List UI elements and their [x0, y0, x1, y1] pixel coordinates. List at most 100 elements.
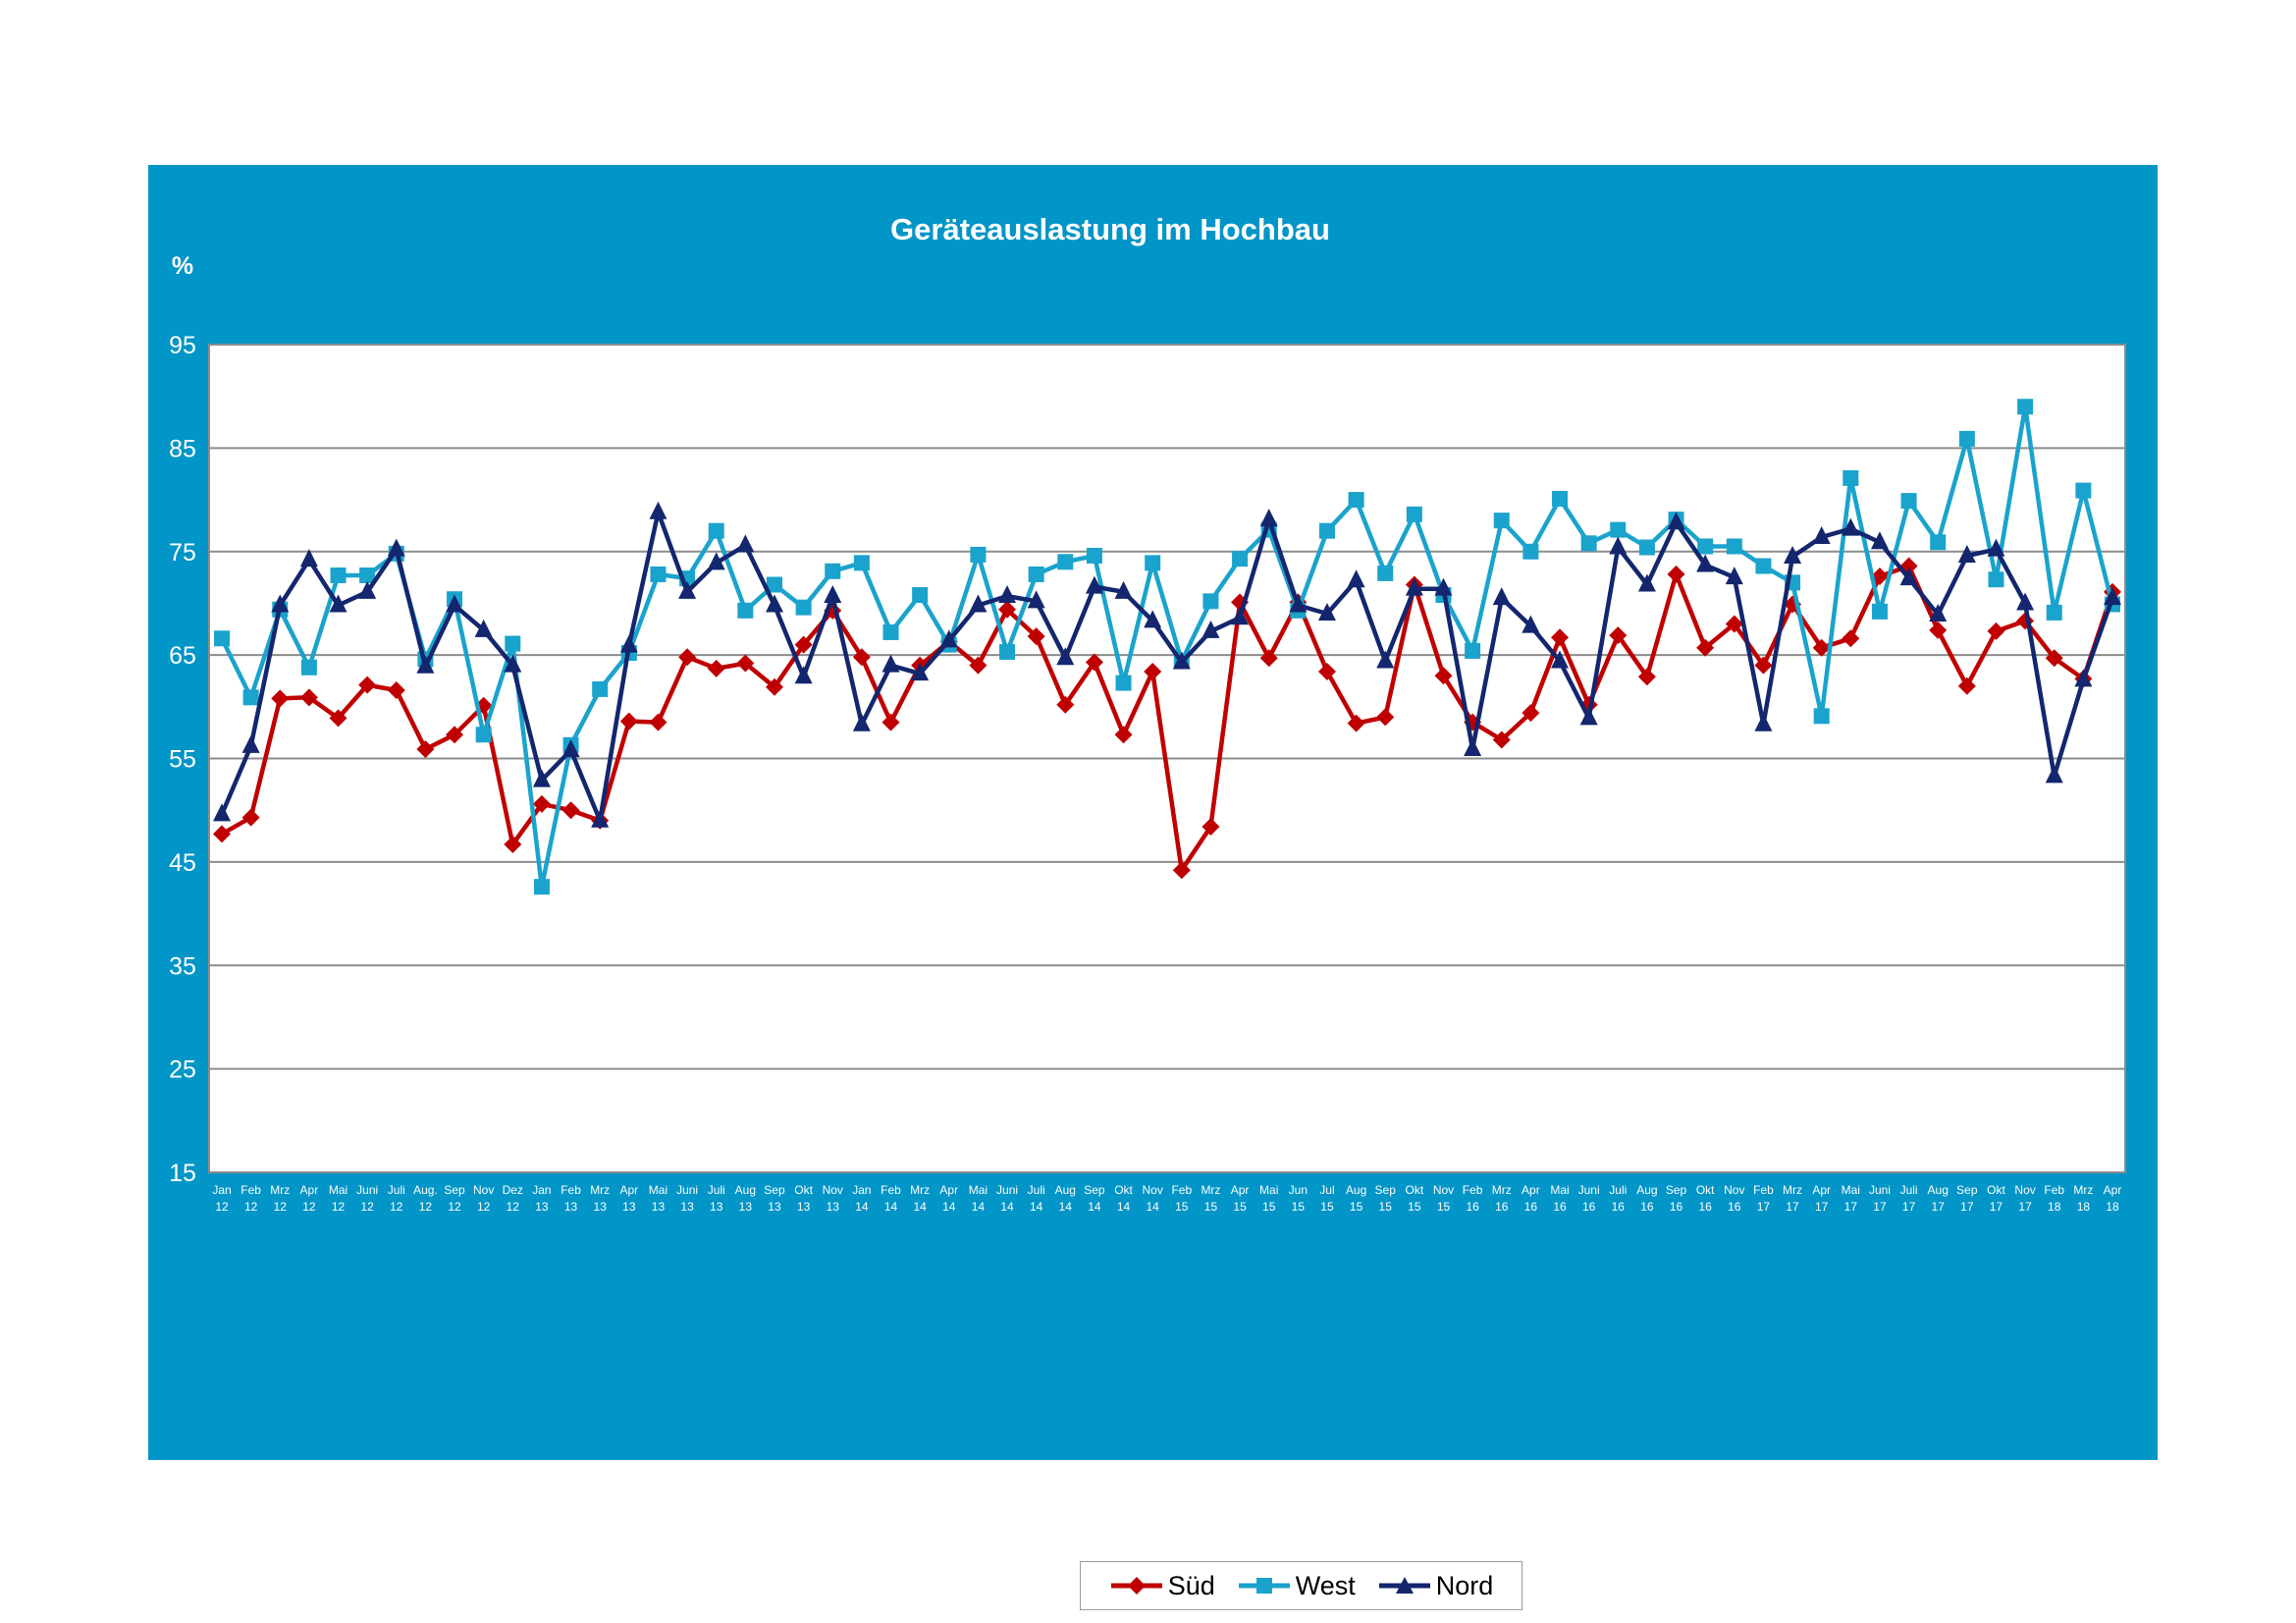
gridlines: [209, 447, 2125, 1070]
x-tick-label-month: Apr: [1231, 1183, 1250, 1197]
data-point: [619, 634, 638, 653]
legend-label-sued: Süd: [1167, 1570, 1215, 1600]
data-point: [1958, 430, 1975, 447]
data-point: [213, 825, 231, 843]
x-tick-label-month: Mai: [1550, 1183, 1569, 1197]
data-point: [1697, 538, 1714, 555]
data-point: [1317, 662, 1336, 680]
data-point: [1929, 621, 1948, 639]
x-tick-label-month: Okt: [1114, 1183, 1133, 1197]
data-point: [1493, 513, 1510, 529]
data-point: [912, 587, 929, 604]
x-tick-label-year: 14: [1059, 1200, 1073, 1214]
x-tick-label-year: 15: [1350, 1200, 1363, 1214]
data-point: [1551, 650, 1570, 669]
data-point: [358, 676, 377, 694]
data-point: [532, 794, 551, 813]
x-tick-label-year: 15: [1233, 1200, 1247, 1214]
x-tick-label-month: Jul: [1319, 1183, 1334, 1197]
data-point: [1085, 575, 1103, 594]
data-point: [300, 659, 317, 676]
data-point: [1405, 577, 1423, 596]
data-point: [1637, 573, 1656, 592]
data-point: [1870, 531, 1889, 550]
data-point: [561, 801, 580, 820]
x-tick-label-year: 12: [244, 1200, 258, 1214]
data-point: [1465, 642, 1481, 659]
data-point: [1610, 521, 1627, 538]
data-point: [1579, 707, 1598, 726]
data-point: [1522, 704, 1540, 723]
data-point: [1987, 622, 2005, 640]
data-point: [1900, 493, 1917, 510]
data-point: [1144, 610, 1162, 628]
x-tick-label-month: Apr: [1522, 1183, 1540, 1197]
x-tick-label-month: Feb: [881, 1183, 901, 1197]
x-tick-label-month: Mrz: [2073, 1183, 2093, 1197]
data-point: [504, 835, 522, 853]
data-point: [1667, 565, 1685, 583]
x-tick-label-year: 12: [360, 1200, 374, 1214]
data-point: [1638, 539, 1655, 556]
data-point: [416, 740, 435, 759]
data-point: [533, 879, 550, 895]
data-point: [824, 585, 842, 604]
y-tick-label: 85: [169, 435, 196, 462]
data-point: [736, 534, 755, 553]
data-point: [1232, 551, 1249, 568]
x-tick-label-month: Mai: [329, 1183, 347, 1197]
data-point: [1114, 580, 1133, 599]
x-tick-label-month: Apr: [1812, 1183, 1831, 1197]
x-tick-label-month: Okt: [794, 1183, 813, 1197]
x-tick-label-year: 17: [1815, 1200, 1829, 1214]
x-tick-label-year: 17: [2018, 1200, 2032, 1214]
data-point: [1027, 627, 1045, 646]
data-point: [1376, 708, 1395, 727]
data-point: [561, 739, 580, 758]
data-point: [1259, 649, 1278, 668]
data-point: [1348, 492, 1364, 509]
x-tick-label-month: Mai: [969, 1183, 988, 1197]
x-tick-label-month: Aug: [1928, 1183, 1949, 1197]
data-point: [708, 522, 724, 539]
x-tick-label-year: 16: [1553, 1200, 1567, 1214]
x-tick-label-month: Feb: [2044, 1183, 2064, 1197]
data-point: [794, 635, 813, 654]
data-point: [1144, 662, 1162, 680]
data-point: [241, 734, 260, 753]
x-tick-label-year: 16: [1495, 1200, 1509, 1214]
data-point: [911, 663, 930, 681]
data-point: [213, 803, 231, 822]
x-tick-label-year: 13: [827, 1200, 840, 1214]
legend-label-west: West: [1295, 1570, 1356, 1600]
x-tick-label-month: Nov: [1724, 1183, 1744, 1197]
x-tick-label-month: Aug: [1346, 1183, 1366, 1197]
data-point: [1929, 604, 1948, 622]
data-point: [678, 580, 697, 599]
data-point: [649, 501, 667, 519]
x-tick-label-month: Mrz: [1201, 1183, 1220, 1197]
x-tick-label-year: 14: [942, 1200, 956, 1214]
x-tick-label-year: 13: [768, 1200, 781, 1214]
x-tick-label-year: 12: [302, 1200, 316, 1214]
x-tick-label-year: 16: [1698, 1200, 1712, 1214]
data-point: [299, 549, 318, 568]
x-tick-label-year: 12: [332, 1200, 346, 1214]
data-point: [1987, 538, 2005, 557]
y-tick-label: 55: [169, 746, 196, 774]
x-tick-label-month: Apr: [300, 1183, 319, 1197]
data-point: [970, 546, 987, 563]
data-point: [2075, 482, 2092, 499]
data-point: [1289, 594, 1308, 613]
data-point: [271, 594, 290, 613]
x-tick-label-year: 17: [1990, 1200, 2003, 1214]
data-point: [1145, 555, 1161, 571]
data-point: [1842, 629, 1860, 648]
data-point: [1957, 676, 1976, 695]
x-tick-label-year: 13: [564, 1200, 578, 1214]
data-point: [1172, 651, 1191, 670]
data-point: [446, 726, 464, 744]
x-tick-label-year: 15: [1437, 1200, 1451, 1214]
data-point: [592, 680, 609, 697]
x-tick-label-year: 13: [622, 1200, 636, 1214]
